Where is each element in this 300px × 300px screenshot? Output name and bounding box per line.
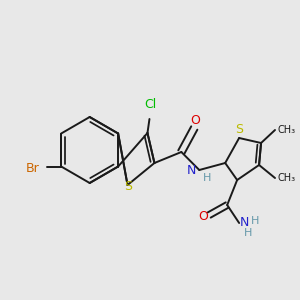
Text: Cl: Cl [144,98,157,111]
Text: N: N [187,164,196,176]
Text: S: S [235,123,243,136]
Text: CH₃: CH₃ [277,173,295,183]
Text: H: H [251,216,260,226]
Text: CH₃: CH₃ [277,125,295,135]
Text: H: H [244,228,253,238]
Text: Br: Br [26,162,39,175]
Text: S: S [124,179,133,193]
Text: H: H [203,173,211,183]
Text: O: O [198,209,208,223]
Text: N: N [240,217,250,230]
Text: O: O [190,114,200,127]
